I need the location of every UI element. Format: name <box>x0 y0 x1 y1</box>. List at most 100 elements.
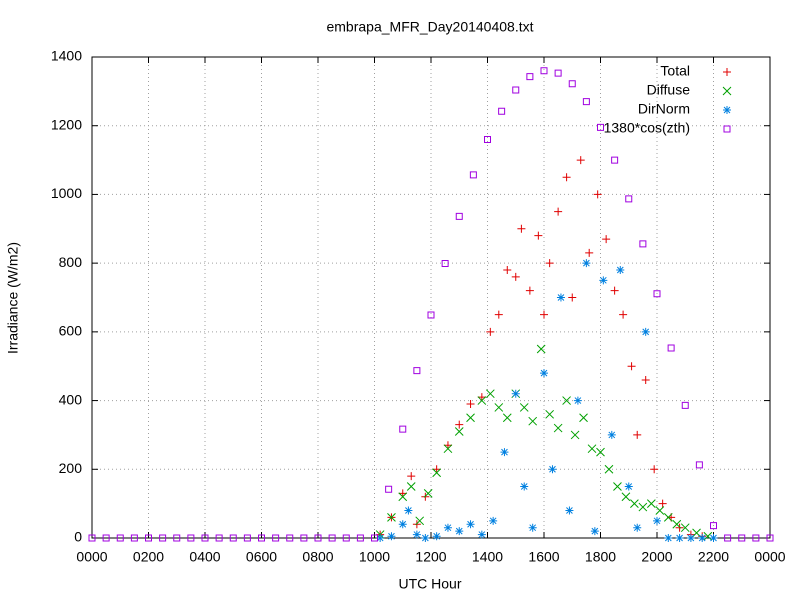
point <box>703 531 713 541</box>
point <box>641 327 650 336</box>
point <box>562 173 571 182</box>
point <box>553 423 563 433</box>
point <box>455 212 463 220</box>
point <box>658 499 667 508</box>
point <box>672 519 682 529</box>
point <box>536 344 546 354</box>
x-tick-label: 0000 <box>754 549 785 565</box>
point <box>455 527 464 536</box>
point <box>607 430 616 439</box>
point <box>752 534 760 542</box>
point <box>655 506 665 515</box>
point <box>633 523 642 532</box>
point <box>650 465 659 474</box>
point <box>604 464 614 474</box>
point <box>385 485 393 493</box>
point <box>646 499 656 508</box>
point <box>596 447 605 457</box>
point <box>498 107 506 115</box>
point <box>398 492 408 502</box>
point <box>512 86 520 94</box>
point <box>387 513 396 522</box>
point <box>602 235 611 244</box>
y-tick-label: 200 <box>59 460 83 476</box>
point <box>477 530 486 539</box>
point <box>398 489 407 498</box>
point <box>500 448 509 457</box>
point <box>187 534 195 542</box>
point <box>627 362 636 371</box>
point <box>698 534 707 542</box>
x-tick-label: 0000 <box>76 549 107 565</box>
x-tick-label: 1400 <box>472 549 503 565</box>
point <box>664 534 673 542</box>
point <box>486 327 495 336</box>
point <box>663 513 673 522</box>
point <box>421 534 430 542</box>
point <box>413 367 421 375</box>
point <box>562 396 571 405</box>
point <box>215 534 223 542</box>
point <box>556 293 565 302</box>
legend-marker <box>723 68 731 76</box>
point <box>587 444 597 454</box>
point <box>686 534 695 542</box>
point <box>145 534 152 542</box>
point <box>412 530 421 539</box>
point <box>519 403 529 412</box>
x-tick-label: 1800 <box>585 549 616 565</box>
point <box>619 310 628 319</box>
point <box>568 80 576 88</box>
point <box>613 482 622 491</box>
point <box>443 441 452 450</box>
legend-marker <box>722 86 732 96</box>
point <box>525 286 534 295</box>
point <box>610 286 619 295</box>
point <box>356 534 364 542</box>
point <box>432 468 442 478</box>
legend-label: 1380*cos(zth) <box>604 120 690 136</box>
point <box>582 98 590 106</box>
y-axis-label: Irradiance (W/m2) <box>5 242 21 354</box>
point <box>469 171 477 179</box>
point <box>229 534 237 542</box>
point <box>116 534 124 542</box>
point <box>173 534 181 542</box>
x-tick-label: 2200 <box>698 549 729 565</box>
point <box>511 389 520 398</box>
point <box>485 389 495 399</box>
point <box>258 534 265 542</box>
point <box>579 413 588 423</box>
legend-label: DirNorm <box>638 101 690 117</box>
point <box>528 523 537 532</box>
point <box>624 482 633 491</box>
x-tick-label: 1600 <box>528 549 559 565</box>
point <box>455 420 464 429</box>
point <box>477 396 487 405</box>
point <box>625 195 633 203</box>
point <box>503 266 512 275</box>
point <box>502 413 512 423</box>
point <box>576 156 585 165</box>
point <box>466 413 475 423</box>
point <box>477 393 486 402</box>
point <box>376 534 385 542</box>
point <box>653 290 661 298</box>
legend-label: Total <box>660 63 690 79</box>
legend-marker <box>723 125 731 133</box>
point <box>582 259 591 268</box>
point <box>520 482 529 491</box>
point <box>599 276 608 285</box>
legend-marker <box>723 106 731 114</box>
point <box>593 190 602 199</box>
point <box>573 396 582 405</box>
x-tick-label: 2000 <box>641 549 672 565</box>
y-tick-label: 400 <box>59 391 83 407</box>
point <box>738 534 746 542</box>
point <box>407 472 416 481</box>
point <box>494 310 503 319</box>
point <box>675 534 684 542</box>
point <box>201 534 209 542</box>
point <box>489 516 498 525</box>
